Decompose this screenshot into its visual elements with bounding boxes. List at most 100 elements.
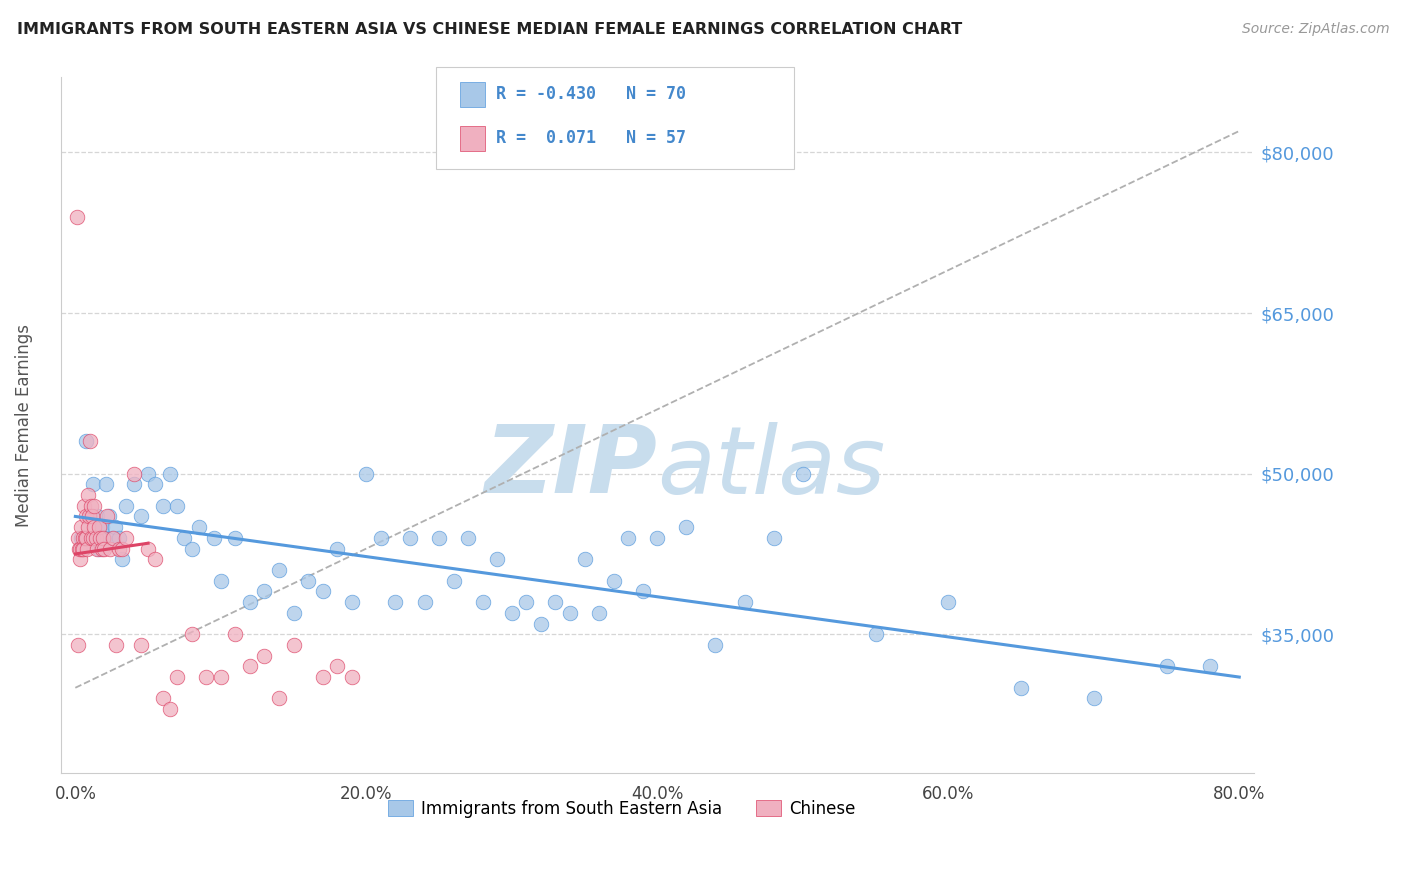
Point bbox=[399, 531, 422, 545]
Point bbox=[202, 531, 225, 545]
Point bbox=[87, 541, 110, 556]
Point bbox=[80, 509, 103, 524]
Point bbox=[94, 477, 117, 491]
Point bbox=[73, 531, 96, 545]
Point bbox=[82, 477, 104, 491]
Point bbox=[143, 477, 166, 491]
Point bbox=[66, 531, 89, 545]
Point bbox=[93, 531, 115, 545]
Point bbox=[90, 541, 112, 556]
Point bbox=[115, 531, 138, 545]
Point bbox=[129, 638, 152, 652]
Point bbox=[77, 509, 100, 524]
Point bbox=[457, 531, 479, 545]
Point bbox=[77, 520, 100, 534]
Point bbox=[152, 691, 174, 706]
Point bbox=[100, 531, 122, 545]
Point bbox=[311, 584, 333, 599]
Point bbox=[267, 563, 290, 577]
Point bbox=[762, 531, 785, 545]
Point bbox=[105, 638, 128, 652]
Point bbox=[224, 531, 246, 545]
Point bbox=[180, 541, 202, 556]
Point bbox=[180, 627, 202, 641]
Point bbox=[87, 520, 110, 534]
Point bbox=[70, 531, 93, 545]
Point bbox=[91, 531, 114, 545]
Point bbox=[239, 659, 262, 673]
Point bbox=[83, 520, 105, 534]
Point bbox=[101, 531, 124, 545]
Legend: Immigrants from South Eastern Asia, Chinese: Immigrants from South Eastern Asia, Chin… bbox=[381, 793, 862, 824]
Point bbox=[83, 499, 105, 513]
Point bbox=[195, 670, 218, 684]
Text: IMMIGRANTS FROM SOUTH EASTERN ASIA VS CHINESE MEDIAN FEMALE EARNINGS CORRELATION: IMMIGRANTS FROM SOUTH EASTERN ASIA VS CH… bbox=[17, 22, 962, 37]
Point bbox=[530, 616, 553, 631]
Point bbox=[86, 541, 108, 556]
Point bbox=[83, 531, 105, 545]
Point bbox=[501, 606, 523, 620]
Point bbox=[384, 595, 406, 609]
Point bbox=[326, 541, 349, 556]
Point bbox=[79, 434, 101, 449]
Text: R = -0.430   N = 70: R = -0.430 N = 70 bbox=[496, 86, 686, 103]
Point bbox=[588, 606, 610, 620]
Point bbox=[209, 670, 232, 684]
Point bbox=[73, 499, 96, 513]
Point bbox=[166, 499, 188, 513]
Point bbox=[86, 509, 108, 524]
Text: atlas: atlas bbox=[657, 422, 886, 513]
Point bbox=[515, 595, 537, 609]
Point bbox=[617, 531, 640, 545]
Point bbox=[471, 595, 494, 609]
Point bbox=[239, 595, 262, 609]
Point bbox=[173, 531, 195, 545]
Point bbox=[69, 552, 91, 566]
Point bbox=[267, 691, 290, 706]
Point bbox=[89, 520, 111, 534]
Point bbox=[98, 541, 121, 556]
Point bbox=[443, 574, 465, 588]
Point bbox=[297, 574, 319, 588]
Point bbox=[1083, 691, 1105, 706]
Point bbox=[159, 467, 181, 481]
Point bbox=[602, 574, 624, 588]
Y-axis label: Median Female Earnings: Median Female Earnings bbox=[15, 324, 32, 527]
Point bbox=[72, 531, 94, 545]
Text: Source: ZipAtlas.com: Source: ZipAtlas.com bbox=[1241, 22, 1389, 37]
Point bbox=[143, 552, 166, 566]
Point bbox=[67, 541, 90, 556]
Point bbox=[72, 541, 94, 556]
Point bbox=[544, 595, 567, 609]
Point bbox=[936, 595, 959, 609]
Point bbox=[340, 670, 363, 684]
Point bbox=[159, 702, 181, 716]
Point bbox=[356, 467, 378, 481]
Point bbox=[486, 552, 509, 566]
Point bbox=[67, 638, 90, 652]
Text: R =  0.071   N = 57: R = 0.071 N = 57 bbox=[496, 129, 686, 147]
Point bbox=[108, 541, 131, 556]
Point bbox=[75, 531, 97, 545]
Point bbox=[427, 531, 450, 545]
Point bbox=[136, 541, 159, 556]
Point bbox=[70, 541, 93, 556]
Point bbox=[76, 488, 98, 502]
Point bbox=[631, 584, 654, 599]
Point bbox=[80, 531, 103, 545]
Point bbox=[865, 627, 887, 641]
Point bbox=[111, 541, 134, 556]
Point bbox=[166, 670, 188, 684]
Point bbox=[224, 627, 246, 641]
Point bbox=[283, 638, 305, 652]
Point bbox=[90, 520, 112, 534]
Point bbox=[96, 509, 118, 524]
Point bbox=[93, 541, 115, 556]
Point bbox=[79, 509, 101, 524]
Point bbox=[75, 509, 97, 524]
Point bbox=[111, 552, 134, 566]
Point bbox=[1010, 681, 1032, 695]
Point bbox=[413, 595, 436, 609]
Point bbox=[340, 595, 363, 609]
Point bbox=[76, 541, 98, 556]
